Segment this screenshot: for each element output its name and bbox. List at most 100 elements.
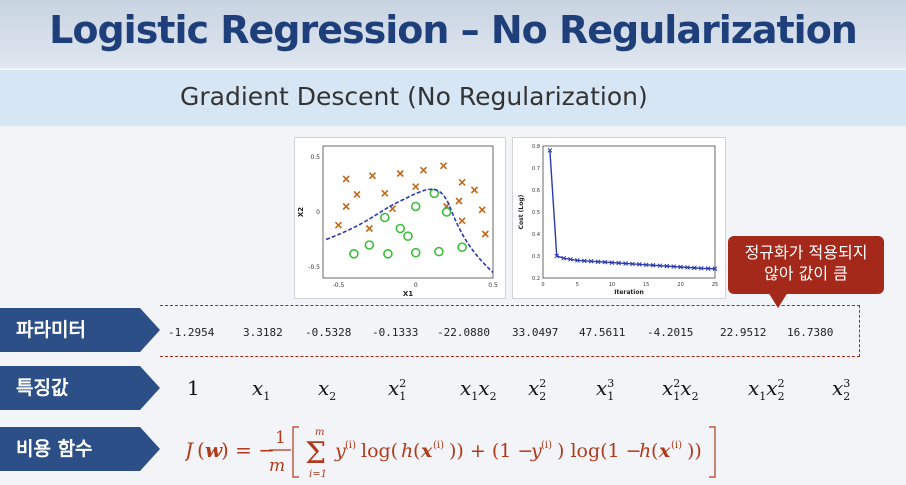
cost-point <box>685 265 690 270</box>
subtitle-band <box>0 70 906 126</box>
title-band <box>0 0 906 68</box>
scatter-point-o <box>364 240 375 250</box>
scatter-point-x <box>412 183 420 191</box>
scatter-point-o <box>380 212 390 223</box>
scatter-point-x <box>439 162 448 170</box>
scatter-point-x <box>334 221 343 229</box>
svg-text:)) + (1 −: )) + (1 − <box>449 440 533 462</box>
cost-xtick: 15 <box>643 282 649 288</box>
cost-ytick: 0.4 <box>532 232 540 238</box>
cost-ytick: 0.7 <box>532 166 540 172</box>
cost-point <box>692 265 697 271</box>
param-value: -4.2015 <box>647 326 694 339</box>
param-value: 22.9512 <box>720 326 767 339</box>
scatter-point-x <box>365 224 373 233</box>
scatter-point-o <box>403 231 413 241</box>
svg-text:1: 1 <box>275 428 286 448</box>
param-value: 47.5611 <box>579 326 626 339</box>
scatter-xlabel: X1 <box>403 290 413 298</box>
cost-point <box>616 260 622 266</box>
cost-point <box>657 263 663 269</box>
scatter-ytick: -0.5 <box>308 264 320 271</box>
feature-x1-x2sq: x1x22 <box>748 376 785 403</box>
svg-text:w: w <box>205 438 223 462</box>
scatter-point-x <box>353 190 361 198</box>
feature-x1: x1 <box>252 376 271 403</box>
cost-point <box>623 261 628 266</box>
callout-line1: 정규화가 적용되지 <box>744 243 868 262</box>
scatter-point-x <box>342 202 350 211</box>
svg-text:y: y <box>334 440 346 462</box>
svg-text:(: ( <box>651 440 658 462</box>
scatter-point-o <box>441 207 452 217</box>
scatter-ytick: 0.5 <box>310 154 320 161</box>
cost-xtick: 0 <box>541 282 544 288</box>
scatter-point-x <box>342 175 350 183</box>
cost-ytick: 0.6 <box>532 188 540 194</box>
cost-point <box>568 256 573 262</box>
scatter-point-x <box>368 172 377 180</box>
cost-ytick: 0.2 <box>532 276 540 282</box>
cost-xtick: 10 <box>609 282 615 288</box>
cost-point <box>554 253 560 259</box>
cost-xtick: 25 <box>712 282 718 288</box>
scatter-plot-panel: -0.5 0 0.5 0.5 0 -0.5 X1 X2 <box>294 137 506 299</box>
cost-point <box>547 148 553 153</box>
features-label: 특징값 <box>0 366 160 410</box>
cost-ytick: 0.5 <box>532 210 540 216</box>
params-label: 파라미터 <box>0 308 160 352</box>
scatter-point-o <box>410 247 421 258</box>
scatter-point-x <box>419 166 428 174</box>
svg-text:m: m <box>315 427 324 438</box>
slide-title: Logistic Regression – No Regularization <box>49 8 858 52</box>
svg-text:log(: log( <box>361 440 398 462</box>
param-value: 33.0497 <box>512 326 559 339</box>
scatter-point-x <box>470 186 479 194</box>
feature-1: 1 <box>187 376 200 400</box>
svg-text:h: h <box>639 440 651 462</box>
scatter-point-x <box>396 169 404 178</box>
cost-function-formula: J ( w ) = − 1 m m Σ i=1 y (i) log( h ( x… <box>185 426 716 480</box>
cost-ylabel: Cost (Log) <box>518 194 525 229</box>
cost-xtick: 20 <box>677 282 683 288</box>
cost-point <box>561 255 566 261</box>
cost-ytick: 0.3 <box>532 254 540 260</box>
cost-plot: 0 5 10 15 20 25 0.8 0.7 0.6 0.5 0.4 0.3 0.2 Iteration… <box>518 144 718 296</box>
cost-point <box>712 266 718 272</box>
svg-text:Σ: Σ <box>305 436 326 471</box>
scatter-point-o <box>457 242 467 252</box>
decision-boundary <box>325 188 494 274</box>
scatter-point-x <box>381 189 389 197</box>
cost-point <box>650 262 656 268</box>
cost-point <box>602 259 608 265</box>
scatter-xtick: -0.5 <box>333 282 345 289</box>
svg-text:(i): (i) <box>345 440 356 451</box>
slide-subtitle: Gradient Descent (No Regularization) <box>180 82 648 111</box>
scatter-point-o <box>349 249 359 259</box>
callout-box: 정규화가 적용되지 않아 값이 큼 <box>728 236 884 308</box>
svg-text:(: ( <box>197 438 205 462</box>
svg-text:J: J <box>185 438 194 462</box>
svg-text:) log(1 −: ) log(1 − <box>557 440 642 462</box>
cost-xtick: 5 <box>576 282 579 288</box>
scatter-ylabel: X2 <box>297 207 305 217</box>
params-box <box>160 305 860 357</box>
svg-text:(i): (i) <box>671 440 682 451</box>
cost-ytick: 0.8 <box>532 144 540 150</box>
cost-point <box>678 264 683 270</box>
scatter-point-x <box>455 197 463 205</box>
cost-point <box>609 260 615 265</box>
scatter-ytick: 0 <box>316 209 320 216</box>
scatter-point-x <box>478 206 486 214</box>
scatter-plot: -0.5 0 0.5 0.5 0 -0.5 X1 X2 <box>297 145 498 298</box>
callout-line2: 않아 값이 큼 <box>764 264 848 283</box>
feature-x2-cube: x23 <box>832 376 851 403</box>
cost-point <box>643 262 649 268</box>
svg-text:(i): (i) <box>541 440 552 451</box>
cost-point <box>671 264 677 269</box>
cost-point <box>698 265 704 271</box>
cost-point <box>705 266 711 271</box>
svg-text:h: h <box>401 440 413 462</box>
scatter-point-o <box>395 223 406 234</box>
cost-point <box>575 258 580 263</box>
